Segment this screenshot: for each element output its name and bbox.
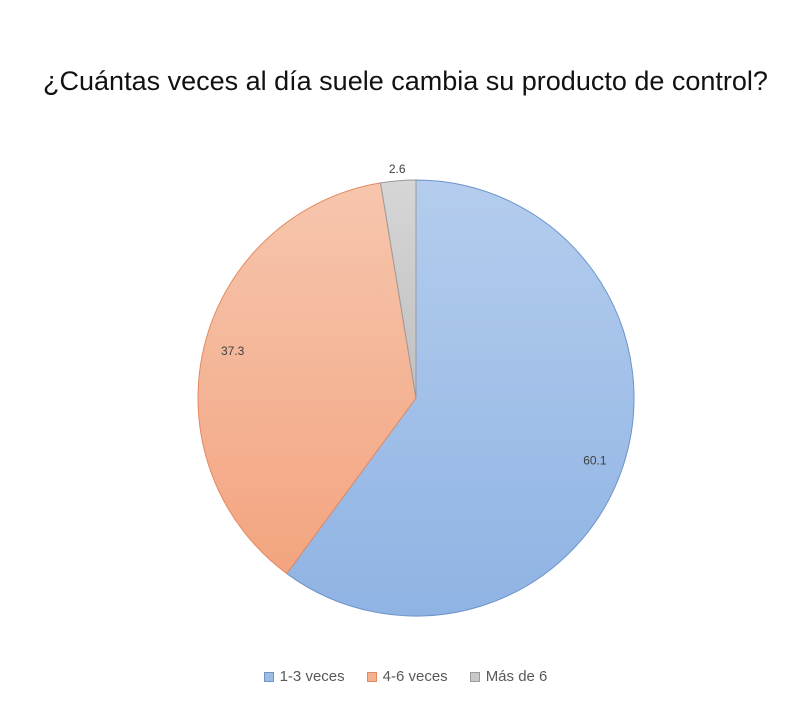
legend: 1-3 veces 4-6 veces Más de 6: [0, 668, 811, 685]
pie-slice-1: [286, 179, 635, 617]
data-label-3: 2.6: [389, 162, 406, 176]
chart-title: ¿Cuántas veces al día suele cambia su pr…: [43, 66, 768, 96]
pie-slice-2: [197, 182, 417, 575]
legend-swatch: [469, 671, 480, 682]
legend-label: 4-6 veces: [382, 668, 448, 685]
legend-item-2: 4-6 veces: [366, 668, 448, 685]
legend-swatch: [366, 671, 377, 682]
legend-item-3: Más de 6: [469, 668, 548, 685]
pie-slice-3: [379, 179, 417, 399]
legend-swatch: [263, 671, 274, 682]
data-label-1: 60.1: [583, 454, 607, 468]
legend-label: 1-3 veces: [279, 668, 345, 685]
legend-label: Más de 6: [485, 668, 548, 685]
data-label-2: 37.3: [221, 344, 245, 358]
legend-item-1: 1-3 veces: [263, 668, 345, 685]
